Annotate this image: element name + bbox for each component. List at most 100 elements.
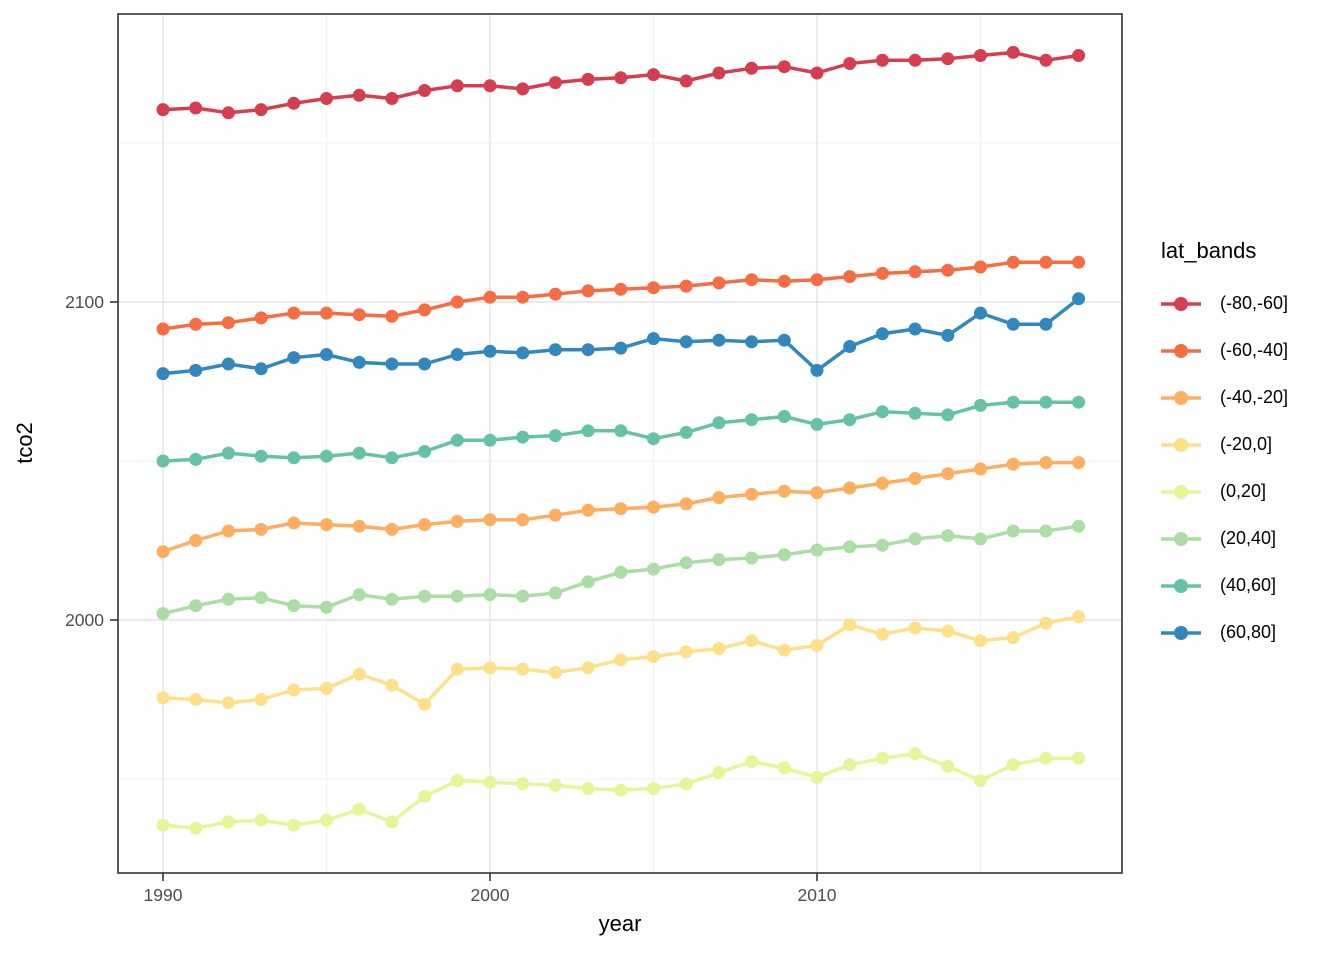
legend-item-label: (60,80] xyxy=(1220,622,1277,642)
y-axis-title: tco2 xyxy=(12,422,37,464)
series-point-(-80,-60] xyxy=(843,57,857,70)
series-point-(0,20] xyxy=(287,818,301,832)
series-point-(-80,-60] xyxy=(974,49,987,62)
legend-items: (-80,-60] (-60,-40] (-40,-20] (-20,0] (0,20]… xyxy=(1161,280,1288,656)
series-point-(-40,-20] xyxy=(810,486,824,500)
series-point-(-20,0] xyxy=(810,638,824,652)
series-point-(60,80] xyxy=(1006,317,1020,331)
series-point-(20,40] xyxy=(581,575,595,589)
series-point-(-40,-20] xyxy=(516,513,530,527)
series-point-(40,60] xyxy=(516,430,530,444)
series-point-(40,60] xyxy=(352,446,366,460)
series-point-(-40,-20] xyxy=(320,518,333,532)
series-point-(60,80] xyxy=(1039,317,1053,331)
series-point-(-20,0] xyxy=(483,661,497,675)
series-point-(40,60] xyxy=(974,398,987,412)
legend-key-icon xyxy=(1161,484,1201,499)
series-point-(60,80] xyxy=(483,344,497,358)
series-point-(40,60] xyxy=(156,454,170,468)
series-point-(-20,0] xyxy=(1072,610,1086,624)
series-point-(-80,-60] xyxy=(189,101,203,115)
legend-item: (0,20] xyxy=(1161,468,1288,515)
series-point-(-80,-60] xyxy=(647,68,660,82)
series-point-(40,60] xyxy=(745,413,759,427)
series-point-(60,80] xyxy=(581,343,595,357)
series-point-(0,20] xyxy=(254,813,268,827)
series-point-(-60,-40] xyxy=(320,306,333,320)
legend-item-label: (-20,0] xyxy=(1220,434,1273,454)
series-point-(0,20] xyxy=(352,802,366,816)
series-point-(40,60] xyxy=(450,433,464,447)
series-point-(-60,-40] xyxy=(647,281,660,295)
series-point-(0,20] xyxy=(941,759,955,773)
series-point-(20,40] xyxy=(810,543,824,557)
series-point-(-80,-60] xyxy=(450,79,464,93)
series-point-(-80,-60] xyxy=(483,79,497,93)
series-point-(20,40] xyxy=(548,586,562,600)
series-point-(-60,-40] xyxy=(1006,255,1020,269)
series-point-(-80,-60] xyxy=(581,72,595,86)
series-point-(0,20] xyxy=(189,821,203,835)
series-point-(20,40] xyxy=(418,589,432,603)
series-point-(60,80] xyxy=(287,351,301,365)
series-point-(-60,-40] xyxy=(287,306,301,320)
series-point-(-60,-40] xyxy=(1072,255,1086,269)
series-point-(-80,-60] xyxy=(418,84,432,97)
series-point-(-40,-20] xyxy=(221,524,235,538)
series-point-(60,80] xyxy=(843,340,857,353)
series-point-(20,40] xyxy=(483,588,497,602)
series-point-(40,60] xyxy=(221,446,235,460)
legend-item-label: (-40,-20] xyxy=(1220,387,1289,407)
series-point-(0,20] xyxy=(516,777,530,791)
series-point-(60,80] xyxy=(679,335,693,349)
series-point-(60,80] xyxy=(189,363,203,377)
series-point-(60,80] xyxy=(254,362,268,376)
series-point-(-20,0] xyxy=(1006,631,1020,644)
series-point-(-40,-20] xyxy=(647,500,660,514)
series-point-(-20,0] xyxy=(647,650,660,664)
series-point-(0,20] xyxy=(156,818,170,832)
series-point-(20,40] xyxy=(941,529,955,543)
series-point-(-20,0] xyxy=(941,624,955,638)
series-point-(20,40] xyxy=(843,540,857,554)
series-point-(-60,-40] xyxy=(418,303,432,317)
legend-key-icon xyxy=(1161,390,1201,405)
series-point-(-40,-20] xyxy=(581,503,595,517)
legend-item-label: (0,20] xyxy=(1220,481,1267,501)
series-point-(-80,-60] xyxy=(320,92,333,105)
series-point-(20,40] xyxy=(908,532,922,546)
series-point-(40,60] xyxy=(679,425,693,439)
series-point-(60,80] xyxy=(614,341,628,355)
series-point-(20,40] xyxy=(516,589,530,603)
series-point-(20,40] xyxy=(679,556,693,570)
series-point-(40,60] xyxy=(1072,395,1086,409)
series-point-(-60,-40] xyxy=(1039,255,1053,269)
series-point-(20,40] xyxy=(254,591,268,605)
legend: lat_bands (-80,-60] (-60,-40] (-40,-20] (-2… xyxy=(1161,238,1288,656)
series-point-(0,20] xyxy=(548,778,562,792)
series-point-(-40,-20] xyxy=(1072,456,1086,470)
series-point-(0,20] xyxy=(450,774,464,788)
series-point-(60,80] xyxy=(974,306,987,320)
series-point-(20,40] xyxy=(647,562,660,576)
x-tick-label: 2000 xyxy=(471,885,510,905)
series-point-(-40,-20] xyxy=(156,545,170,559)
series-point-(-60,-40] xyxy=(941,263,955,277)
series-point-(-20,0] xyxy=(875,627,889,641)
series-point-(20,40] xyxy=(974,532,987,546)
series-point-(20,40] xyxy=(777,548,791,562)
series-point-(40,60] xyxy=(908,406,922,420)
series-point-(-80,-60] xyxy=(908,53,922,67)
series-point-(20,40] xyxy=(221,592,235,606)
series-point-(60,80] xyxy=(1072,292,1086,306)
legend-item-label: (-60,-40] xyxy=(1220,340,1289,360)
legend-item: (60,80] xyxy=(1161,609,1288,656)
series-point-(-60,-40] xyxy=(450,295,464,309)
series-point-(-40,-20] xyxy=(287,516,301,530)
legend-key-icon xyxy=(1161,296,1201,311)
series-point-(-20,0] xyxy=(254,693,268,706)
series-point-(-80,-60] xyxy=(941,52,955,66)
series-point-(20,40] xyxy=(1072,519,1086,533)
legend-item-label: (-80,-60] xyxy=(1220,293,1289,313)
